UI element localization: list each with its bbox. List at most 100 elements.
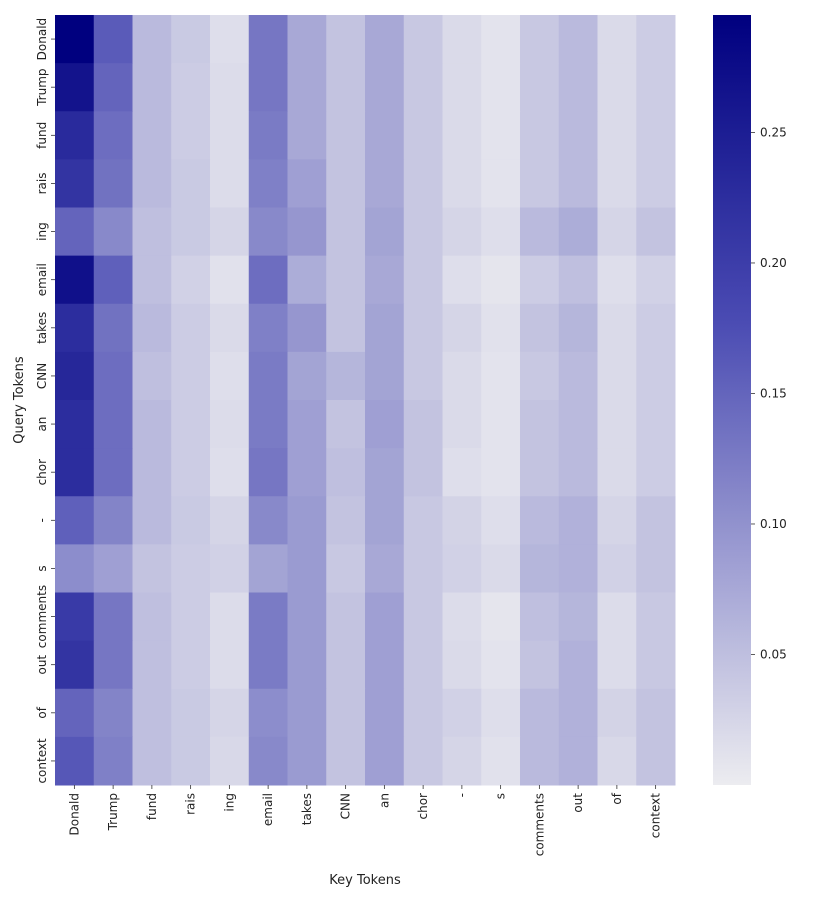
heatmap-cell <box>403 159 443 209</box>
colorbar-ticks: 0.05 0.10 0.15 0.20 0.25 <box>751 125 787 661</box>
heatmap-cell <box>597 400 637 449</box>
y-tick-labels: Donald Trump fund rais ing email takes CNN an cho… <box>35 18 55 784</box>
heatmap-cell <box>132 544 172 594</box>
heatmap-cell <box>93 544 133 594</box>
heatmap-cell <box>442 640 482 690</box>
heatmap-cell <box>210 688 250 738</box>
x-tick-label: context <box>649 793 663 839</box>
heatmap-cell <box>55 400 95 449</box>
x-tick-label: Trump <box>106 793 120 831</box>
heatmap-cell <box>55 592 95 642</box>
heatmap-cell <box>171 207 211 257</box>
heatmap-cell <box>636 496 676 545</box>
heatmap-cell <box>248 111 288 160</box>
colorbar-tick-label: 0.05 <box>760 647 787 661</box>
heatmap-cell <box>55 736 95 786</box>
y-tick-label: context <box>35 738 49 784</box>
heatmap-cell <box>481 63 521 112</box>
heatmap-cell <box>55 351 95 401</box>
heatmap-cell <box>403 400 443 449</box>
heatmap-cell <box>248 640 288 690</box>
heatmap-cell <box>597 544 637 594</box>
heatmap-cell <box>326 111 366 160</box>
heatmap-cell <box>481 303 521 353</box>
x-tick-labels: Donald Trump fund rais ing email takes CNN an cho… <box>67 785 663 856</box>
heatmap-cell <box>248 544 288 594</box>
heatmap-cell <box>520 448 560 497</box>
heatmap-cell <box>171 544 211 594</box>
colorbar-tick-label: 0.20 <box>760 256 787 270</box>
heatmap-cell <box>55 640 95 690</box>
heatmap-cell <box>132 496 172 545</box>
y-tick-label: - <box>35 518 49 522</box>
heatmap-cell <box>481 736 521 786</box>
heatmap-cell <box>55 496 95 545</box>
heatmap-cell <box>93 255 133 305</box>
y-tick-label: of <box>35 706 49 718</box>
heatmap-cell <box>210 255 250 305</box>
heatmap-cell <box>287 448 327 497</box>
heatmap-cell <box>558 688 598 738</box>
heatmap-cell <box>597 351 637 401</box>
heatmap-cell <box>636 63 676 112</box>
heatmap-cell <box>481 448 521 497</box>
heatmap-cell <box>287 400 327 449</box>
heatmap-cell <box>558 255 598 305</box>
heatmap-cell <box>287 640 327 690</box>
x-tick-label: Donald <box>67 793 81 836</box>
heatmap-cell <box>442 592 482 642</box>
heatmap-cell <box>403 15 443 64</box>
heatmap-cell <box>403 688 443 738</box>
heatmap-cell <box>520 159 560 209</box>
heatmap-cell <box>636 688 676 738</box>
heatmap-cell <box>171 496 211 545</box>
heatmap-cell <box>403 255 443 305</box>
heatmap-cell <box>442 303 482 353</box>
heatmap-cell <box>210 63 250 112</box>
heatmap-cell <box>287 63 327 112</box>
colorbar <box>713 15 751 785</box>
heatmap-cell <box>326 351 366 401</box>
y-axis-label: Query Tokens <box>12 356 27 444</box>
heatmap-cell <box>210 736 250 786</box>
heatmap-cell <box>520 255 560 305</box>
heatmap-cell <box>171 159 211 209</box>
heatmap-cell <box>287 688 327 738</box>
heatmap-cell <box>365 63 405 112</box>
heatmap-cell <box>520 111 560 160</box>
heatmap-cell <box>287 592 327 642</box>
heatmap-cell <box>365 688 405 738</box>
heatmap-cell <box>326 448 366 497</box>
x-tick-label: - <box>455 793 469 797</box>
heatmap-cell <box>558 111 598 160</box>
heatmap-cell <box>442 400 482 449</box>
heatmap-cell <box>442 63 482 112</box>
heatmap-cell <box>326 496 366 545</box>
heatmap-cell <box>171 111 211 160</box>
heatmap-cell <box>597 255 637 305</box>
heatmap-cell <box>597 448 637 497</box>
heatmap-cell <box>520 207 560 257</box>
heatmap-cell <box>55 207 95 257</box>
heatmap-cell <box>93 496 133 545</box>
heatmap-cell <box>481 400 521 449</box>
heatmap-cell <box>403 544 443 594</box>
heatmap-cell <box>55 63 95 112</box>
heatmap-cell <box>132 15 172 64</box>
heatmap-cell <box>287 303 327 353</box>
heatmap-cell <box>597 111 637 160</box>
heatmap-cell <box>171 592 211 642</box>
heatmap-cell <box>171 400 211 449</box>
heatmap-cell <box>520 496 560 545</box>
heatmap-cell <box>365 255 405 305</box>
y-tick-label: chor <box>35 459 49 486</box>
heatmap-cell <box>326 592 366 642</box>
heatmap-cell <box>132 159 172 209</box>
x-tick-label: an <box>377 793 391 808</box>
heatmap-cell <box>597 159 637 209</box>
x-tick-label: email <box>261 793 275 826</box>
heatmap-cell <box>520 63 560 112</box>
heatmap-cell <box>403 351 443 401</box>
y-tick-label: email <box>35 263 49 296</box>
